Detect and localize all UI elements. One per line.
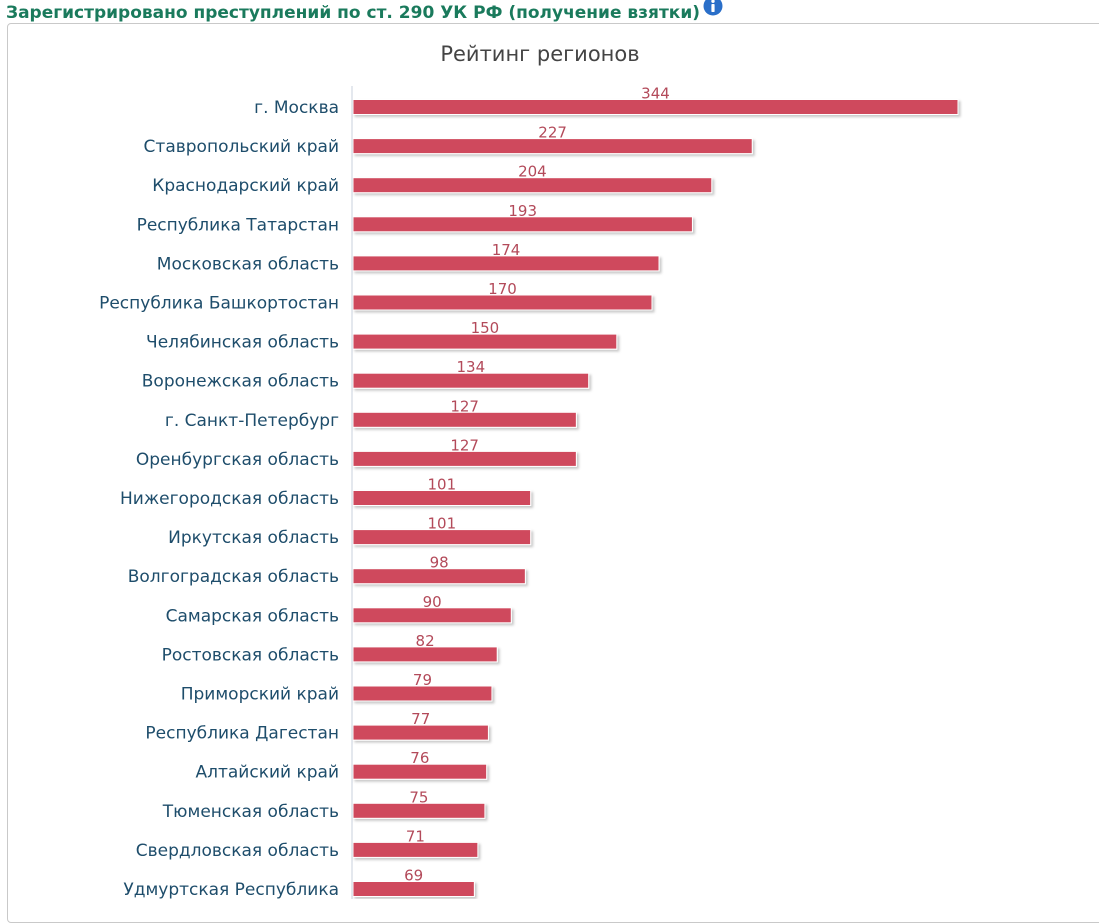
bar[interactable] (352, 529, 532, 546)
category-label: Оренбургская область (136, 450, 339, 470)
chart-title: Рейтинг регионов (440, 42, 639, 66)
category-labels: г. Москва Ставропольский край Краснодарски… (99, 98, 339, 899)
bar[interactable] (352, 490, 532, 506)
category-label: Удмуртская Республика (123, 880, 339, 899)
data-label: 71 (406, 827, 425, 845)
bar[interactable] (352, 216, 693, 233)
bar[interactable] (352, 646, 498, 663)
data-label: 90 (423, 593, 442, 611)
category-label: Ставропольский край (144, 137, 339, 157)
bar[interactable] (352, 372, 590, 389)
data-label: 227 (538, 124, 567, 142)
data-label: 127 (450, 436, 479, 454)
category-label: Челябинская область (146, 333, 339, 353)
bar[interactable] (352, 177, 713, 194)
category-label: Иркутская область (168, 528, 339, 548)
bar-chart: Рейтинг регионов г. Москва Ставропольский… (99, 42, 959, 899)
data-label: 127 (450, 397, 479, 415)
category-label: Приморский край (181, 685, 339, 705)
data-label: 204 (518, 163, 547, 181)
category-label: г. Москва (254, 98, 339, 118)
chart-panel: Рейтинг регионов г. Москва Ставропольский… (7, 23, 1099, 923)
data-label: 75 (409, 788, 428, 806)
bar[interactable] (352, 138, 753, 155)
bar[interactable] (352, 763, 488, 780)
bar[interactable] (352, 333, 618, 350)
bar[interactable] (352, 568, 526, 585)
data-label: 174 (492, 241, 521, 259)
category-label: Республика Татарстан (137, 215, 339, 235)
category-label: Волгоградская область (128, 567, 339, 587)
bar[interactable] (352, 802, 486, 819)
category-label: Ростовская область (162, 645, 339, 665)
data-label: 101 (427, 515, 456, 533)
bar[interactable] (352, 450, 577, 467)
page-title: Зарегистрировано преступлений по ст. 290… (6, 3, 701, 23)
category-label: г. Санкт-Петербург (165, 411, 339, 431)
data-label: 77 (411, 710, 430, 728)
data-label: 150 (471, 319, 500, 337)
bars (352, 99, 959, 897)
category-label: Московская область (157, 254, 339, 274)
bar[interactable] (352, 294, 653, 311)
bar[interactable] (352, 685, 493, 702)
data-label: 193 (508, 202, 537, 220)
page-heading: Зарегистрировано преступлений по ст. 290… (6, 0, 723, 25)
data-label: 98 (430, 554, 449, 572)
data-label: 76 (410, 749, 429, 767)
bar[interactable] (352, 255, 660, 272)
data-label: 170 (488, 280, 517, 298)
bar[interactable] (352, 841, 479, 858)
data-label: 69 (404, 867, 423, 885)
data-labels: 344 227 204 193 174 170 150 134 127 127 101 101 98 90… (404, 85, 670, 885)
data-label: 82 (416, 632, 435, 650)
category-label: Самарская область (166, 606, 339, 626)
category-label: Нижегородская область (120, 489, 339, 509)
bar[interactable] (352, 724, 489, 741)
category-label: Воронежская область (142, 372, 339, 392)
category-label: Алтайский край (195, 763, 339, 783)
category-label: Свердловская область (136, 841, 339, 861)
data-label: 101 (427, 476, 456, 494)
bar[interactable] (352, 99, 959, 115)
category-label: Республика Дагестан (145, 724, 339, 744)
bar[interactable] (352, 881, 475, 897)
category-label: Краснодарский край (152, 176, 339, 196)
data-label: 344 (641, 85, 670, 103)
bar[interactable] (352, 607, 512, 624)
info-icon[interactable] (703, 0, 723, 16)
category-label: Республика Башкортостан (99, 294, 339, 314)
bar[interactable] (352, 411, 577, 428)
category-label: Тюменская область (162, 802, 339, 822)
data-label: 79 (413, 671, 432, 689)
data-label: 134 (457, 358, 486, 376)
